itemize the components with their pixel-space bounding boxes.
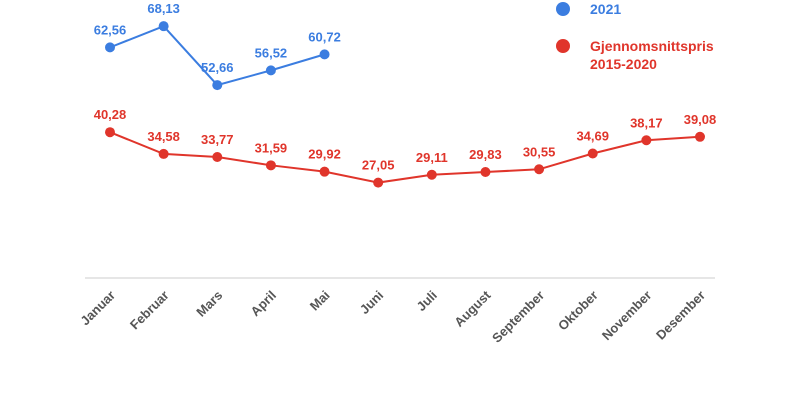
data-label: 40,28 bbox=[94, 107, 127, 122]
data-point bbox=[105, 42, 115, 53]
data-point bbox=[158, 148, 169, 159]
x-tick-label: Oktober bbox=[555, 288, 601, 334]
data-label: 29,83 bbox=[469, 147, 502, 162]
legend-marker bbox=[556, 39, 570, 53]
data-label: 68,13 bbox=[147, 1, 180, 16]
data-point bbox=[319, 166, 330, 177]
x-tick-label: Juli bbox=[413, 288, 439, 314]
data-point bbox=[534, 164, 545, 175]
data-label: 56,52 bbox=[255, 45, 288, 60]
data-point bbox=[105, 127, 115, 138]
data-label: 27,05 bbox=[362, 158, 395, 173]
data-point bbox=[695, 131, 705, 142]
data-point bbox=[319, 49, 330, 60]
data-point bbox=[265, 65, 276, 76]
data-label: 62,56 bbox=[94, 22, 127, 37]
data-label: 29,92 bbox=[308, 147, 341, 162]
series-line bbox=[109, 24, 325, 87]
data-label: 30,55 bbox=[523, 144, 556, 159]
data-label: 34,69 bbox=[576, 129, 609, 144]
legend-marker bbox=[556, 2, 570, 16]
data-point bbox=[426, 169, 437, 180]
legend-label: 2021 bbox=[590, 1, 622, 17]
data-label: 31,59 bbox=[255, 140, 288, 155]
x-tick-label: Januar bbox=[77, 288, 118, 329]
x-tick-label: Mai bbox=[307, 288, 333, 314]
data-label: 29,11 bbox=[416, 150, 448, 165]
x-tick-label: Februar bbox=[127, 288, 172, 333]
data-point bbox=[641, 135, 652, 146]
data-point bbox=[480, 167, 491, 178]
x-tick-label: Juni bbox=[357, 288, 387, 318]
data-label: 34,58 bbox=[147, 129, 180, 144]
data-label: 39,08 bbox=[684, 112, 717, 127]
data-point bbox=[587, 148, 598, 159]
data-label: 38,17 bbox=[630, 115, 663, 130]
x-tick-label: April bbox=[247, 288, 279, 320]
legend-label: Gjennomsnittspris 2015-2020 bbox=[590, 38, 714, 72]
data-point bbox=[265, 160, 276, 171]
series-line bbox=[109, 131, 701, 184]
data-label: 52,66 bbox=[201, 60, 234, 75]
x-tick-label: Mars bbox=[193, 288, 225, 320]
data-label: 60,72 bbox=[308, 29, 341, 44]
data-point bbox=[212, 80, 223, 91]
data-point bbox=[373, 177, 384, 188]
x-tick-label: Desember bbox=[653, 288, 708, 343]
data-label: 33,77 bbox=[201, 132, 234, 147]
data-point bbox=[158, 21, 169, 32]
x-tick-label: September bbox=[489, 288, 547, 346]
x-tick-label: November bbox=[599, 288, 655, 344]
data-point bbox=[212, 152, 223, 163]
x-tick-label: August bbox=[451, 287, 494, 330]
